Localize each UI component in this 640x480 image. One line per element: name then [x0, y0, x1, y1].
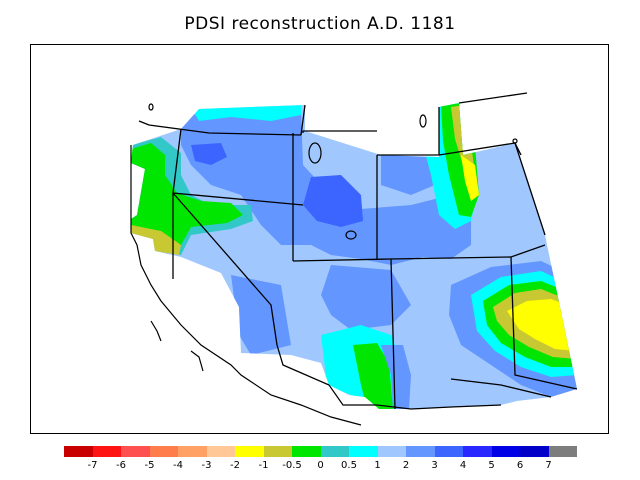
region-blue-north	[181, 109, 471, 265]
legend-tick-label: -1	[258, 460, 269, 471]
map-frame	[30, 44, 609, 434]
border-ut-az-nm	[292, 244, 546, 262]
lake-north	[419, 114, 427, 128]
legend-tick-label: -0.5	[282, 460, 302, 471]
border-ok-tx	[510, 256, 578, 390]
legend-tick-label: 4	[459, 460, 467, 471]
legend-swatch	[149, 446, 178, 457]
us-mexico-border	[328, 384, 502, 410]
great-salt-lake	[308, 142, 322, 164]
region-dark-blue-oregon	[191, 143, 227, 165]
legend-swatch	[121, 446, 150, 457]
legend-tick-label: 0	[317, 460, 324, 471]
lakes	[148, 103, 518, 240]
legend-tick-label: 6	[516, 460, 524, 471]
border-nd-east	[514, 142, 522, 156]
border-tx-south	[450, 378, 552, 398]
legend-swatch	[548, 446, 577, 457]
pdsi-map	[130, 92, 578, 426]
border-ca-nv-diagonal	[172, 192, 278, 346]
legend-tick-label: -6	[116, 460, 126, 471]
legend-swatch	[491, 446, 520, 457]
legend-tick-label: 0.5	[341, 460, 357, 471]
legend-tick-labels: -7 -6 -5 -4 -3 -2 -1 -0.5 0 0.5 1 2 3 4 5 6 7	[64, 460, 577, 474]
region-blue-east	[381, 155, 435, 195]
border-wy-west	[302, 130, 377, 133]
region-blue-south-edge	[381, 345, 411, 409]
lake-powell	[345, 230, 357, 240]
legend-swatch	[235, 446, 264, 457]
legend-swatch	[292, 446, 321, 457]
legend-swatch	[349, 446, 378, 457]
coastline	[130, 145, 502, 426]
region-green-south	[353, 343, 393, 409]
legend-tick-label: 7	[545, 460, 552, 471]
legend-tick-label: 3	[431, 460, 438, 471]
legend-swatch	[64, 446, 93, 457]
region-blue-south	[321, 265, 411, 330]
border-id-north	[300, 104, 306, 136]
region-yellow-northeast	[461, 155, 479, 201]
legend-tick-label: -5	[144, 460, 155, 471]
border-canada-ne	[458, 92, 528, 104]
legend-tick-label: -4	[173, 460, 183, 471]
legend-swatch	[463, 446, 492, 457]
lake-ne	[512, 138, 518, 144]
legend-swatch	[178, 446, 207, 457]
pdsi-field	[131, 103, 577, 409]
legend-tick-label: -7	[87, 460, 98, 471]
map-title: PDSI reconstruction A.D. 1181	[184, 14, 456, 34]
legend-swatch	[406, 446, 435, 457]
baja-fragment	[190, 350, 204, 372]
legend-swatch	[92, 446, 121, 457]
legend-swatch	[320, 446, 349, 457]
border-or-wa	[138, 120, 302, 136]
color-legend: -7 -6 -5 -4 -3 -2 -1 -0.5 0 0.5 1 2 3 4 5 6 7	[64, 446, 577, 478]
lake-nw	[148, 103, 154, 111]
pacific-coastline	[130, 145, 362, 426]
region-cyan-north-strip	[191, 105, 301, 121]
legend-tick-label: -2	[230, 460, 240, 471]
legend-swatch	[377, 446, 406, 457]
border-nm-tx	[390, 258, 396, 410]
legend-tick-label: 5	[488, 460, 495, 471]
legend-tick-label: 1	[374, 460, 381, 471]
legend-color-bar	[64, 446, 577, 457]
legend-tick-label: 2	[402, 460, 410, 471]
legend-swatch	[434, 446, 463, 457]
region-yellow-plains	[507, 299, 577, 351]
legend-tick-label: -3	[201, 460, 212, 471]
legend-swatch	[520, 446, 549, 457]
legend-swatch	[206, 446, 235, 457]
legend-swatch	[263, 446, 292, 457]
baja-coast	[150, 320, 162, 342]
region-green-westcoast	[131, 143, 243, 247]
region-dark-blue-utah	[303, 175, 363, 227]
border-az-south	[276, 344, 330, 386]
